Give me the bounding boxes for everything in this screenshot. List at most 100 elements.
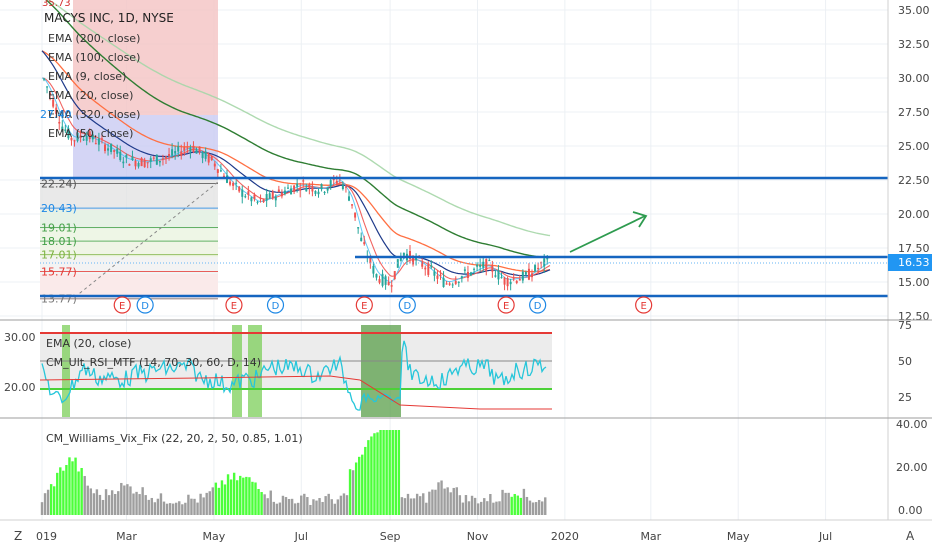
vix-bar bbox=[263, 494, 266, 515]
vix-bar bbox=[373, 433, 376, 515]
candle-body bbox=[506, 278, 509, 287]
candle-body bbox=[296, 183, 299, 187]
price-axis[interactable]: 35.00 32.50 30.00 27.50 25.00 22.50 20.00 17.50… bbox=[898, 4, 930, 323]
vix-bar bbox=[193, 498, 196, 515]
vix-bar bbox=[492, 502, 495, 515]
candle-body bbox=[43, 78, 45, 80]
vix-bar bbox=[257, 488, 260, 515]
dividend-marker[interactable] bbox=[529, 296, 547, 314]
earnings-marker[interactable] bbox=[355, 296, 373, 314]
vix-bar bbox=[483, 498, 486, 515]
earnings-marker[interactable] bbox=[225, 296, 243, 314]
vix-bar bbox=[412, 498, 416, 515]
candle-body bbox=[88, 131, 91, 140]
vix-bar bbox=[178, 501, 181, 515]
vix-bar bbox=[236, 480, 239, 515]
vix-bar bbox=[358, 456, 361, 515]
vix-bar bbox=[345, 495, 349, 515]
candle-body bbox=[158, 160, 161, 163]
candle-body bbox=[348, 196, 350, 201]
candle-body bbox=[308, 184, 311, 188]
dividend-marker-label: D bbox=[272, 301, 280, 312]
vix-bar bbox=[251, 481, 254, 515]
indicator-legend-item: EMA (100, close) bbox=[48, 51, 140, 64]
dividend-marker[interactable] bbox=[266, 296, 285, 314]
rsi-green-bar-2 bbox=[232, 325, 242, 417]
candle-body bbox=[165, 156, 167, 158]
vix-bar bbox=[156, 498, 160, 515]
candle-body bbox=[369, 257, 372, 264]
vix-bar bbox=[486, 501, 489, 515]
earnings-marker[interactable] bbox=[635, 296, 653, 314]
corner-right[interactable]: A bbox=[906, 529, 915, 543]
candle-body bbox=[113, 150, 116, 152]
candle-body bbox=[372, 265, 375, 274]
candle-body bbox=[280, 192, 283, 197]
vix-bar bbox=[419, 496, 422, 515]
candle-body bbox=[509, 281, 512, 285]
earnings-marker[interactable] bbox=[497, 296, 515, 314]
vix-bar bbox=[480, 501, 483, 515]
vix-bar bbox=[361, 454, 364, 515]
candle-body bbox=[335, 180, 338, 184]
rsi-line bbox=[41, 340, 547, 411]
candle-body bbox=[110, 143, 113, 152]
vix-bar bbox=[388, 430, 391, 515]
candle-body bbox=[421, 262, 424, 267]
candle-body bbox=[454, 280, 457, 284]
candle-body bbox=[143, 160, 146, 168]
price-tick: 35.00 bbox=[898, 4, 930, 17]
dividend-marker[interactable] bbox=[136, 296, 154, 314]
candle-body bbox=[323, 191, 326, 193]
fib-label: 22.24) bbox=[41, 178, 77, 191]
vix-bar bbox=[528, 500, 532, 515]
candle-body bbox=[94, 143, 97, 145]
corner-left[interactable]: Z bbox=[14, 529, 22, 543]
candle-body bbox=[201, 152, 204, 159]
candle-body bbox=[219, 170, 222, 172]
candle-body bbox=[375, 274, 378, 278]
vix-bar bbox=[507, 492, 510, 515]
target-arrow[interactable] bbox=[569, 215, 646, 253]
vix-bar bbox=[266, 498, 269, 515]
candle-body bbox=[128, 164, 131, 166]
vix-bar bbox=[522, 488, 526, 515]
vix-bar bbox=[40, 502, 44, 515]
candle-body bbox=[473, 268, 476, 270]
candle-body bbox=[457, 281, 460, 283]
vix-bar bbox=[397, 430, 401, 515]
rsi-series bbox=[39, 340, 552, 411]
vix-bar bbox=[537, 499, 541, 515]
dividend-marker-label: D bbox=[403, 301, 411, 312]
vix-bar bbox=[43, 493, 47, 515]
candle-body bbox=[235, 182, 238, 184]
vix-bar bbox=[175, 502, 178, 515]
ema-line bbox=[45, 0, 551, 259]
candle-body bbox=[433, 271, 436, 276]
vix-bar bbox=[281, 495, 285, 515]
vix-bar bbox=[544, 497, 547, 515]
candle-body bbox=[485, 259, 488, 271]
candle-body bbox=[137, 162, 140, 167]
vix-bar bbox=[501, 489, 504, 515]
ema-line bbox=[47, 0, 551, 237]
candle-body bbox=[76, 132, 79, 141]
time-tick: Jul bbox=[294, 530, 308, 543]
time-axis[interactable]: 019 Mar May Jul Sep Nov 2020 Mar May Jul bbox=[36, 530, 832, 543]
vix-bar bbox=[245, 476, 248, 515]
rsi-right-tick-25: 25 bbox=[898, 391, 912, 404]
vix-bar bbox=[309, 504, 312, 515]
vix-bar bbox=[446, 487, 449, 515]
candle-body bbox=[216, 169, 219, 173]
candle-body bbox=[277, 189, 280, 193]
vix-tick-40: 40.00 bbox=[896, 418, 928, 431]
candle-body bbox=[152, 157, 155, 159]
candle-body bbox=[61, 126, 64, 131]
vix-bar bbox=[205, 492, 208, 515]
earnings-marker[interactable] bbox=[113, 296, 131, 314]
dividend-marker[interactable] bbox=[398, 296, 416, 314]
vix-bar bbox=[95, 489, 99, 515]
